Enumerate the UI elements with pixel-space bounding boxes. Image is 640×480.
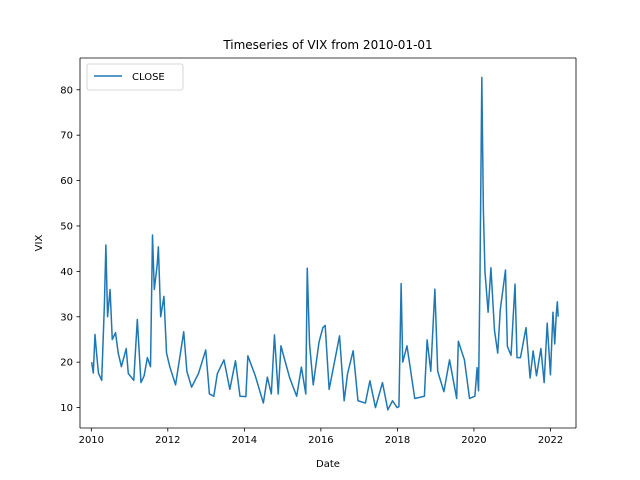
- y-tick-label: 70: [60, 131, 73, 142]
- y-tick-label: 30: [60, 312, 73, 323]
- y-axis-ticks: 10 20 30 40 50 60 70 80: [60, 85, 80, 414]
- x-tick-label: 2022: [538, 435, 563, 446]
- series-line-close: [90, 76, 559, 411]
- y-tick-label: 60: [60, 176, 73, 187]
- y-tick-label: 10: [60, 403, 73, 414]
- axes: [79, 57, 577, 429]
- x-tick-label: 2020: [461, 435, 486, 446]
- legend-label-close: CLOSE: [132, 72, 165, 83]
- x-tick-label: 2010: [79, 435, 104, 446]
- legend-box: [86, 63, 184, 91]
- y-tick-label: 50: [60, 221, 73, 232]
- legend: CLOSE: [86, 63, 184, 91]
- x-tick-label: 2016: [308, 435, 333, 446]
- chart-title: Timeseries of VIX from 2010-01-01: [222, 38, 432, 52]
- x-tick-label: 2014: [232, 435, 257, 446]
- y-tick-label: 40: [60, 267, 73, 278]
- x-axis-ticks: 2010 2012 2014 2016 2018 2020 2022: [79, 428, 563, 446]
- y-tick-label: 20: [60, 358, 73, 369]
- x-axis-title: Date: [316, 459, 340, 470]
- x-tick-label: 2012: [155, 435, 180, 446]
- y-axis-title: VIX: [34, 235, 45, 252]
- x-tick-label: 2018: [385, 435, 410, 446]
- series-layer: [90, 76, 559, 411]
- y-tick-label: 80: [60, 85, 73, 96]
